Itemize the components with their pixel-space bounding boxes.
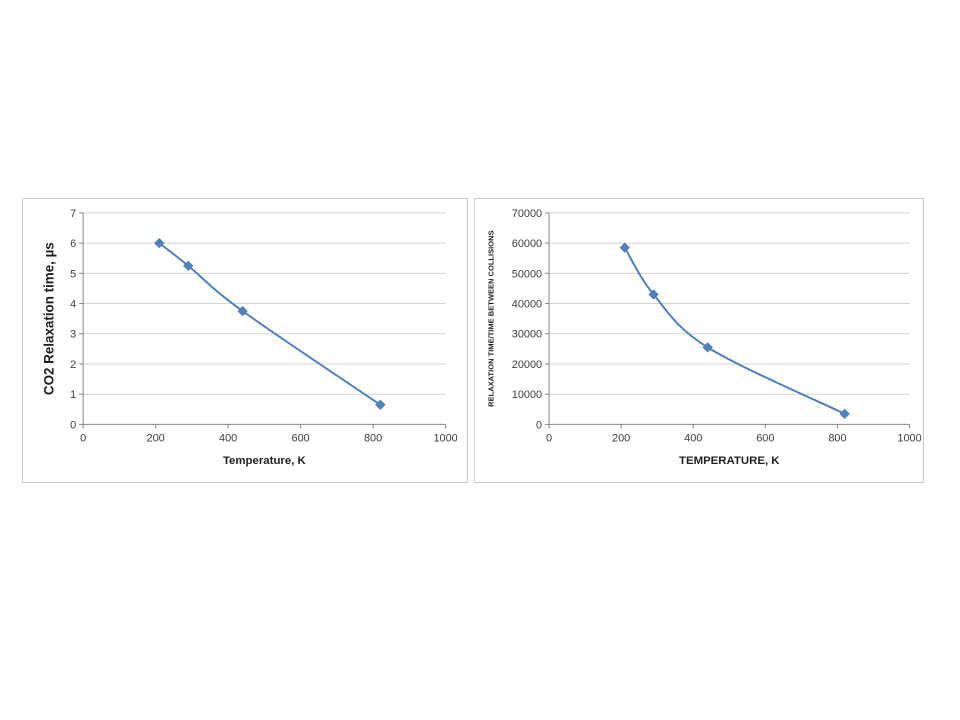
- x-tick-label: 800: [828, 432, 846, 444]
- y-tick-label: 50000: [512, 268, 542, 280]
- x-tick-label: 400: [219, 432, 237, 444]
- y-tick-label: 3: [70, 329, 76, 341]
- data-point-marker: [154, 237, 165, 249]
- data-point-marker: [237, 305, 248, 317]
- chart-co2-relaxation-time: 0 200 400 600 800 1000 0 1 2 3 4 5 6 7 Temperature, K C…: [22, 198, 468, 483]
- series-line: [158, 242, 382, 406]
- chart-svg: 0 200 400 600 800 100001000020000300004000050…: [486, 208, 921, 467]
- x-tick-label: 800: [364, 432, 382, 444]
- y-tick-label: 60000: [512, 238, 542, 250]
- y-tick-label: 7: [70, 208, 76, 220]
- y-tick-label: 20000: [512, 359, 542, 371]
- y-tick-label: 2: [70, 359, 76, 371]
- series-line: [623, 246, 846, 415]
- x-tick-label: 400: [684, 432, 702, 444]
- chart-relaxation-time-ratio: 0 200 400 600 800 1000 0 10000 20000 30000 40000 50…: [474, 198, 924, 483]
- y-tick-label: 4: [70, 299, 76, 311]
- y-tick-label: 0: [536, 419, 542, 431]
- x-axis-title: TEMPERATURE, K: [679, 455, 780, 467]
- x-tick-label: 0: [546, 432, 552, 444]
- y-tick-label: 1: [70, 389, 76, 401]
- x-tick-label: 1000: [897, 432, 921, 444]
- x-axis-title: Temperature, K: [223, 455, 307, 467]
- x-tick-label: 200: [612, 432, 630, 444]
- y-tick-label: 10000: [512, 389, 542, 401]
- x-tick-label: 200: [147, 432, 165, 444]
- y-tick-label: 40000: [512, 299, 542, 311]
- y-axis-title: CO2 Relaxation time, µs: [41, 242, 56, 395]
- y-tick-label: 6: [70, 238, 76, 250]
- y-tick-label: 70000: [512, 208, 542, 220]
- x-tick-label: 1000: [433, 432, 457, 444]
- y-tick-label: 5: [70, 268, 76, 280]
- x-tick-label: 600: [756, 432, 774, 444]
- data-point-marker: [648, 289, 659, 300]
- data-point-marker: [619, 242, 630, 253]
- data-point-marker: [183, 260, 194, 271]
- data-point-marker: [375, 399, 386, 410]
- chart-svg: 0 200 400 600 800 1000 0 1 2 3 4 5 6 7 Temperature, K C…: [41, 208, 457, 467]
- x-tick-label: 0: [80, 432, 86, 444]
- y-axis-title: RELAXATION TIME/TIME BETWEEN COLLISIONS: [486, 230, 495, 406]
- y-tick-label: 30000: [512, 329, 542, 341]
- data-point-marker: [839, 408, 850, 420]
- y-tick-label: 0: [70, 419, 76, 431]
- data-point-marker: [702, 342, 713, 353]
- x-tick-label: 600: [292, 432, 310, 444]
